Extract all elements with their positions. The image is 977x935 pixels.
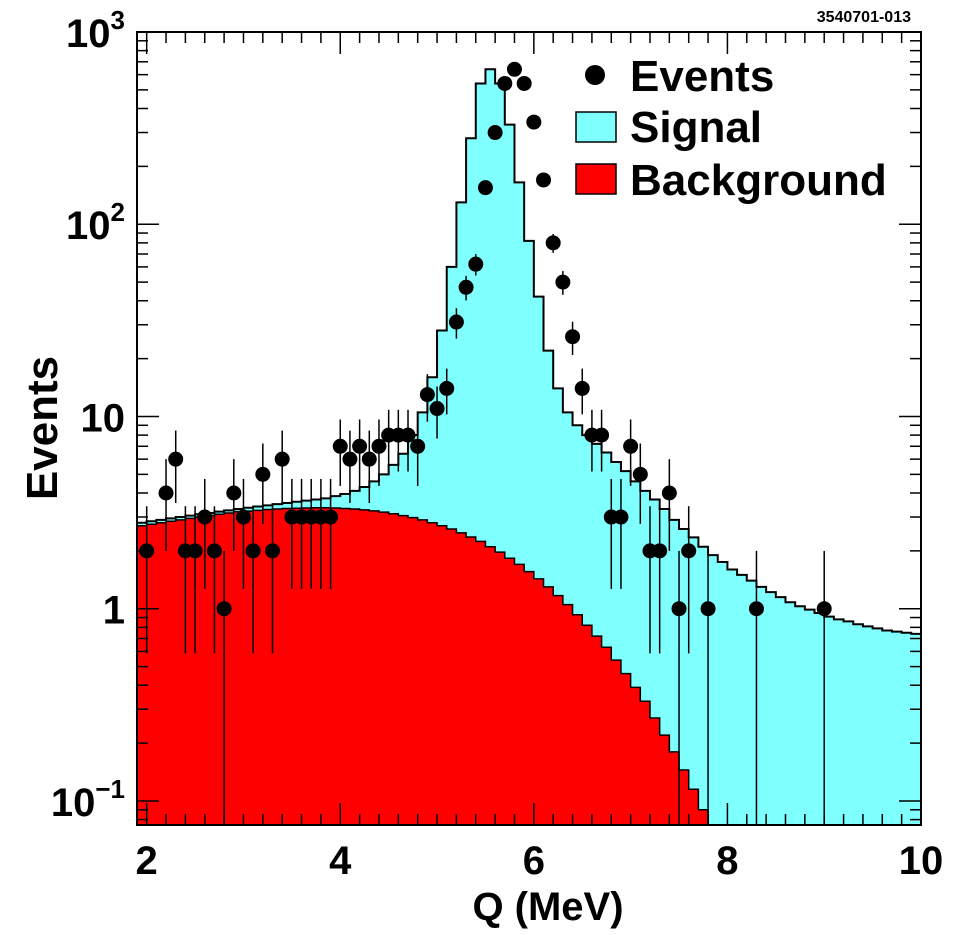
event-point [429,401,445,417]
event-point [623,438,639,454]
event-point [594,427,610,443]
event-point [681,543,697,559]
event-point [342,451,358,467]
x-tick-labels: 2 4 6 8 10 [136,839,944,883]
event-point [652,543,668,559]
event-point [400,427,416,443]
x-tick-label: 4 [329,839,352,883]
event-point [419,387,435,403]
event-point [816,601,832,617]
legend-signal-swatch [575,111,617,143]
event-point [468,256,484,272]
event-point [477,180,493,196]
event-point [216,601,232,617]
event-point [545,235,561,251]
plot-frame [136,31,922,826]
event-point [168,451,184,467]
y-tick-label: 10 [81,396,126,440]
legend-events-marker [585,65,605,85]
event-point [487,125,503,141]
y-tick-label: 102 [66,197,125,248]
event-point [352,438,368,454]
event-point [506,61,522,77]
event-point [458,279,474,295]
event-point [439,380,455,396]
event-point [632,466,648,482]
event-point [613,509,629,525]
event-point [274,451,290,467]
event-point [255,466,271,482]
legend-background-swatch [575,163,617,195]
event-point [323,509,339,525]
event-point [235,509,251,525]
x-axis-title: Q (MeV) [472,885,623,929]
event-point [671,601,687,617]
x-tick-label: 2 [136,839,158,883]
event-point [661,485,677,501]
y-tick-label: 10−1 [51,774,125,825]
legend-background-label: Background [630,156,887,205]
event-point [265,543,281,559]
events-points [139,61,832,825]
event-point [158,485,174,501]
x-tick-label: 8 [716,839,738,883]
figure-id: 3540701-013 [817,9,911,26]
event-point [371,438,387,454]
event-point [197,509,213,525]
event-point [497,75,513,91]
event-point [555,274,571,290]
y-tick-label: 103 [66,5,125,56]
event-point [245,543,261,559]
y-tick-labels: 10−1 1 10 102 103 [51,5,125,825]
legend-events-label: Events [630,52,774,101]
event-point [332,438,348,454]
event-point [206,543,222,559]
legend-signal-label: Signal [630,103,762,152]
event-point [187,543,203,559]
legend: Events Signal Background [575,52,887,205]
axis-ticks [137,31,922,825]
event-point [574,380,590,396]
event-point [526,114,542,130]
event-point [226,485,242,501]
x-tick-label: 10 [899,839,944,883]
y-tick-label: 1 [103,589,125,633]
event-point [536,172,552,188]
event-point [361,451,377,467]
y-axis-title: Events [18,356,67,500]
event-point [748,601,764,617]
x-tick-label: 6 [523,839,545,883]
event-point [448,314,464,330]
event-point [700,601,716,617]
event-point [516,75,532,91]
event-point [410,438,426,454]
event-point [565,329,581,345]
